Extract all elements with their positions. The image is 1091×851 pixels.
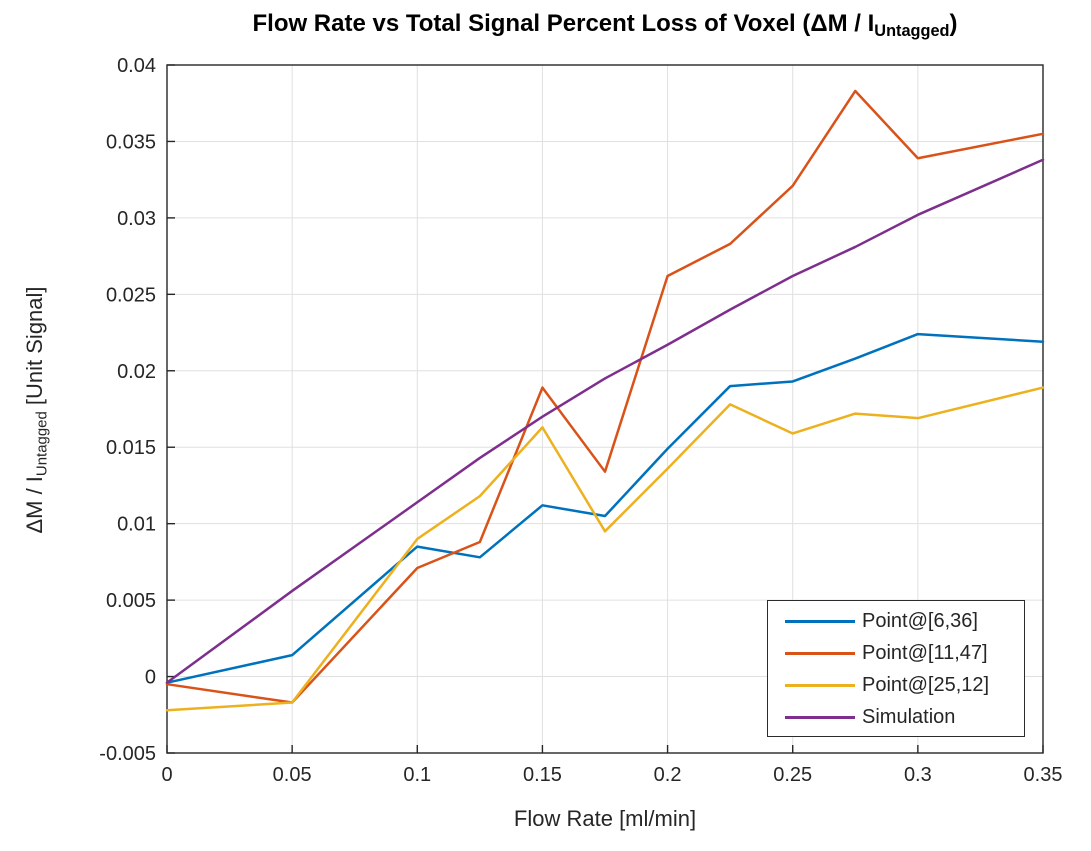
y-tick-label: 0.025 <box>106 284 156 306</box>
legend-box: Point@[6,36] Point@[11,47] Point@[25,12] Si… <box>767 600 1025 737</box>
legend-line-swatch <box>785 683 855 687</box>
y-axis-label-subscript: Untagged <box>33 411 51 477</box>
y-tick-label: 0.03 <box>117 208 156 230</box>
tick-marks <box>166 64 1044 754</box>
chart-title-suffix: ) <box>949 10 958 37</box>
legend-item-label: Point@[11,47] <box>862 641 988 664</box>
y-tick-label: 0.035 <box>106 131 156 153</box>
x-tick-label: 0.25 <box>773 764 812 786</box>
legend-line-swatch <box>785 619 855 623</box>
y-tick-label: 0.01 <box>117 514 156 536</box>
legend-item: Simulation <box>768 701 1024 733</box>
y-tick-label: 0.005 <box>106 590 156 612</box>
chart-title-main: Flow Rate vs Total Signal Percent Loss o… <box>252 10 875 37</box>
y-tick-label: 0.02 <box>117 361 156 383</box>
legend-item-label: Point@[6,36] <box>862 609 978 632</box>
x-tick-label: 0.15 <box>523 764 562 786</box>
x-axis-label: Flow Rate [ml/min] <box>513 806 697 831</box>
y-axis-label-main: ΔM / I <box>22 476 47 534</box>
chart-title: Flow Rate vs Total Signal Percent Loss o… <box>110 10 1091 40</box>
legend-item: Point@[11,47] <box>768 637 1024 669</box>
legend-item: Point@[6,36] <box>768 605 1024 637</box>
x-tick-label: 0 <box>161 764 172 786</box>
y-axis-label-suffix: [Unit Signal] <box>22 286 47 412</box>
y-tick-label: 0 <box>145 667 156 689</box>
x-tick-label: 0.2 <box>654 764 682 786</box>
y-tick-labels: -0.005 0 0.005 0.01 0.015 0.02 0.025 0.03 0.035 0… <box>99 55 156 765</box>
series-line-Simulation <box>165 158 1045 684</box>
legend-item: Point@[25,12] <box>768 669 1024 701</box>
x-tick-label: 0.05 <box>273 764 312 786</box>
y-tick-label: 0.015 <box>106 437 156 459</box>
series-line-Point@[11,47] <box>165 89 1045 704</box>
x-tick-label: 0.35 <box>1024 764 1063 786</box>
y-tick-label: -0.005 <box>99 743 156 765</box>
legend-line-swatch <box>785 651 855 655</box>
series-line-Point@[25,12] <box>165 386 1045 712</box>
chart-title-subscript: Untagged <box>874 21 950 40</box>
y-axis-label: ΔM / IUntagged [Unit Signal] <box>22 160 54 660</box>
series-lines <box>165 89 1045 712</box>
legend-item-label: Point@[25,12] <box>862 673 990 696</box>
axes-frame <box>166 64 1044 754</box>
y-tick-label: 0.04 <box>117 55 156 77</box>
x-tick-labels: 0 0.05 0.1 0.15 0.2 0.25 0.3 0.35 <box>161 764 1062 786</box>
x-tick-label: 0.3 <box>904 764 932 786</box>
legend-item-label: Simulation <box>862 705 956 728</box>
legend-line-swatch <box>785 715 855 719</box>
x-tick-label: 0.1 <box>403 764 431 786</box>
